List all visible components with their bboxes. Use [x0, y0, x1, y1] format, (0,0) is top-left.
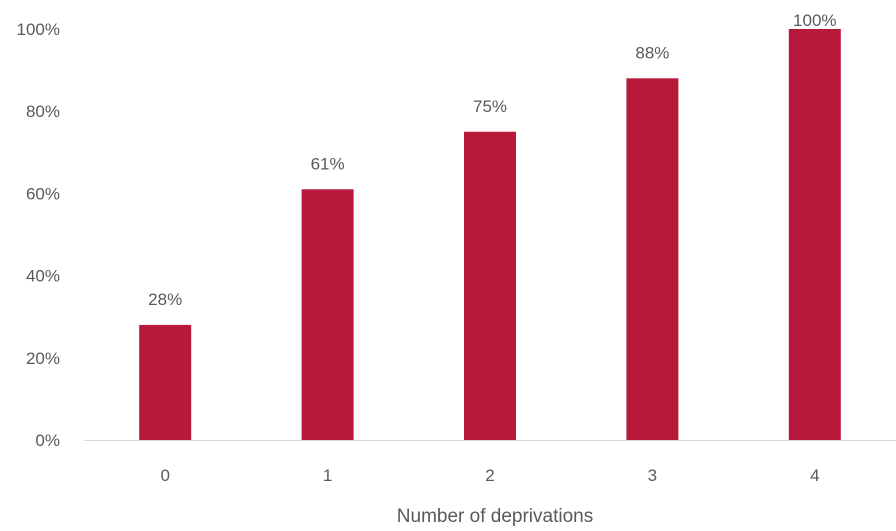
bar: [626, 78, 679, 440]
x-tick-labels: 0 1 2 3 4: [160, 466, 819, 485]
bar: [301, 189, 354, 440]
bar: [788, 29, 841, 440]
x-axis-title: Number of deprivations: [397, 506, 593, 527]
y-tick-label: 40%: [26, 267, 60, 286]
bars: [139, 29, 841, 440]
x-tick-label: 0: [160, 466, 169, 485]
y-tick-label: 0%: [35, 431, 60, 450]
y-tick-label: 80%: [26, 102, 60, 121]
y-tick-label: 100%: [17, 20, 60, 39]
x-tick-label: 2: [485, 466, 494, 485]
bar-value-label: 28%: [148, 290, 182, 309]
x-tick-label: 3: [648, 466, 657, 485]
y-tick-label: 60%: [26, 184, 60, 203]
bar: [139, 324, 192, 440]
bar-value-label: 88%: [635, 43, 669, 62]
bar-value-label: 61%: [311, 154, 345, 173]
bar-value-label: 75%: [473, 97, 507, 116]
bar-value-labels: 28% 61% 75% 88% 100%: [148, 11, 836, 309]
bar-value-label: 100%: [793, 11, 836, 30]
y-tick-labels: 0% 20% 40% 60% 80% 100%: [17, 20, 60, 450]
x-tick-label: 1: [323, 466, 332, 485]
y-tick-label: 20%: [26, 349, 60, 368]
x-tick-label: 4: [810, 466, 819, 485]
bar: [464, 131, 516, 440]
